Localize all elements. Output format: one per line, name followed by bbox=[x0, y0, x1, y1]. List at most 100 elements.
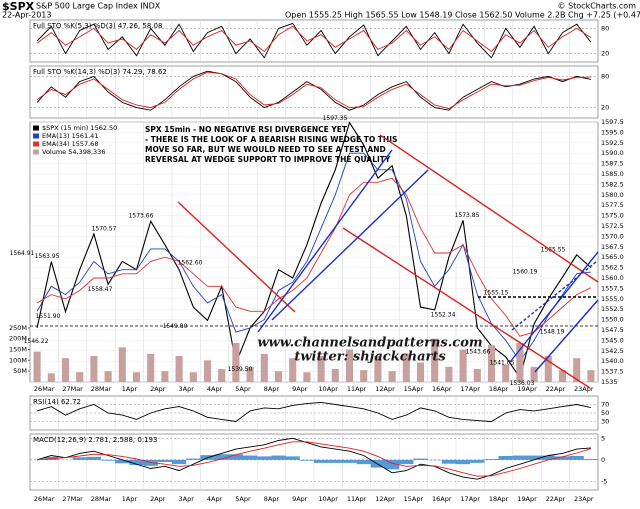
y-tick-label: 1535 bbox=[601, 378, 618, 386]
histogram-bar bbox=[413, 458, 428, 460]
x-tick-label: 23Apr bbox=[574, 495, 594, 503]
trend-line bbox=[257, 149, 393, 333]
series-line bbox=[36, 152, 591, 362]
x-tick-label: 1Apr bbox=[122, 495, 138, 503]
x-tick-label: 12Apr bbox=[375, 495, 395, 503]
volume-bar bbox=[431, 338, 439, 382]
x-tick-label: 9Apr bbox=[292, 495, 308, 503]
volume-bar bbox=[558, 370, 567, 382]
histogram-bar bbox=[101, 459, 116, 461]
histogram-bar bbox=[72, 457, 87, 460]
price-line bbox=[36, 121, 592, 380]
price-label: 1573.85 bbox=[455, 212, 480, 219]
y2-tick-label: 250M bbox=[9, 324, 27, 332]
y-tick-label: 1567.5 bbox=[601, 243, 624, 251]
y-tick-label: 1577.5 bbox=[601, 201, 624, 209]
y-tick-label: 1560.0 bbox=[601, 274, 624, 282]
x-tick-label: 16Apr bbox=[432, 495, 452, 503]
y-tick-label: 5 bbox=[601, 434, 605, 442]
x-tick-label: 1Apr bbox=[122, 385, 138, 393]
volume-bar bbox=[118, 347, 126, 382]
price-label: 1560.19 bbox=[513, 269, 538, 276]
histogram-bar bbox=[583, 459, 598, 460]
volume-bar bbox=[203, 360, 212, 382]
y-tick-label: 1537.5 bbox=[601, 368, 624, 376]
volume-bar bbox=[289, 358, 297, 382]
histogram-bar bbox=[172, 459, 187, 465]
histogram-bar bbox=[512, 455, 527, 460]
volume-bar bbox=[573, 358, 581, 382]
volume-bar bbox=[388, 371, 396, 382]
volume-bar bbox=[331, 369, 339, 382]
x-tick-label: 28Mar bbox=[91, 385, 112, 393]
x-tick-label: 4Apr bbox=[207, 495, 223, 503]
y-tick-label: 70 bbox=[601, 401, 609, 409]
y-tick-label: 1592.5 bbox=[601, 139, 624, 147]
x-tick-label: 12Apr bbox=[375, 385, 395, 393]
legend-entry: EMA(34) 1557.68 bbox=[42, 140, 98, 148]
date: 22-Apr-2013 bbox=[2, 11, 51, 20]
volume-bar bbox=[132, 372, 141, 382]
y-tick-label: 1557.5 bbox=[601, 284, 624, 292]
volume-bar bbox=[175, 356, 183, 382]
x-tick-label: 8Apr bbox=[264, 385, 280, 393]
x-tick-label: 22Apr bbox=[546, 385, 566, 393]
volume-bar bbox=[345, 349, 354, 382]
x-tick-label: 10Apr bbox=[318, 385, 338, 393]
price-label: 1573.66 bbox=[129, 213, 154, 220]
credit: © StockCharts.com bbox=[558, 2, 637, 11]
histogram-bar bbox=[569, 455, 584, 460]
y2-tick-label: 200M bbox=[9, 335, 27, 343]
price-label: 1551.90 bbox=[36, 313, 61, 320]
x-tick-label: 17Apr bbox=[460, 385, 480, 393]
trend-line bbox=[511, 261, 597, 331]
x-tick-label: 16Apr bbox=[432, 385, 452, 393]
histogram-bar bbox=[143, 459, 158, 466]
trend-line bbox=[534, 299, 599, 373]
series-line bbox=[37, 441, 592, 477]
price-label: 1552.34 bbox=[431, 311, 456, 318]
trend-line bbox=[379, 134, 599, 283]
price-label: 1549.80 bbox=[163, 323, 188, 330]
panel-title: MACD(12,26,9) 2.781, 2.588, 0.193 bbox=[33, 436, 157, 444]
y-tick-label: 1540.0 bbox=[601, 357, 624, 365]
histogram-bar bbox=[541, 455, 556, 460]
volume-bar bbox=[104, 371, 112, 382]
volume-bar bbox=[47, 373, 55, 382]
price-label: 1548.19 bbox=[540, 329, 565, 336]
trend-lines bbox=[30, 134, 599, 389]
histogram-bar bbox=[385, 459, 400, 470]
y-tick-label: 1547.5 bbox=[601, 326, 624, 334]
volume-bar bbox=[303, 372, 311, 382]
panels: 20 80 Full STO %K(5,3) %D(3) 47.26, 58.08 2… bbox=[9, 19, 624, 503]
histogram-bar bbox=[399, 459, 414, 465]
volume-bar bbox=[530, 366, 538, 382]
volume-bar bbox=[274, 371, 283, 382]
y-tick-label: 1572.5 bbox=[601, 222, 624, 230]
y-tick-label: 1565.0 bbox=[601, 253, 624, 261]
volume-bar bbox=[360, 370, 368, 382]
y-tick-label: 1585.0 bbox=[601, 170, 624, 178]
legend-entry: Volume 54,398,336 bbox=[42, 148, 105, 156]
x-tick-label: 27Mar bbox=[62, 495, 83, 503]
y-tick-label: 20 bbox=[601, 50, 609, 58]
trend-line bbox=[509, 251, 599, 363]
symbol: $SPX bbox=[2, 0, 35, 13]
x-tick-label: 2Apr bbox=[150, 495, 166, 503]
note: SPX 15min - NO NEGATIVE RSI DIVERGENCE Y… bbox=[145, 125, 348, 134]
index-name: S&P 500 Large Cap Index INDX bbox=[36, 2, 161, 11]
y-tick-label: 1542.5 bbox=[601, 347, 624, 355]
x-tick-label: 19Apr bbox=[517, 385, 537, 393]
x-tick-label: 18Apr bbox=[489, 495, 509, 503]
histogram-bar bbox=[129, 459, 144, 466]
price-label: 1558.47 bbox=[88, 286, 113, 293]
y-tick-label: 50 bbox=[601, 409, 609, 417]
legend-swatch bbox=[33, 141, 39, 147]
x-tick-label: 10Apr bbox=[318, 495, 338, 503]
price-label: 1564.91 bbox=[10, 250, 35, 257]
histogram-bar bbox=[342, 459, 357, 463]
x-tick-label: 5Apr bbox=[235, 385, 251, 393]
price-label: 1546.22 bbox=[24, 338, 49, 345]
volume-bar bbox=[161, 371, 169, 382]
y-tick-label: 1587.5 bbox=[601, 160, 624, 168]
